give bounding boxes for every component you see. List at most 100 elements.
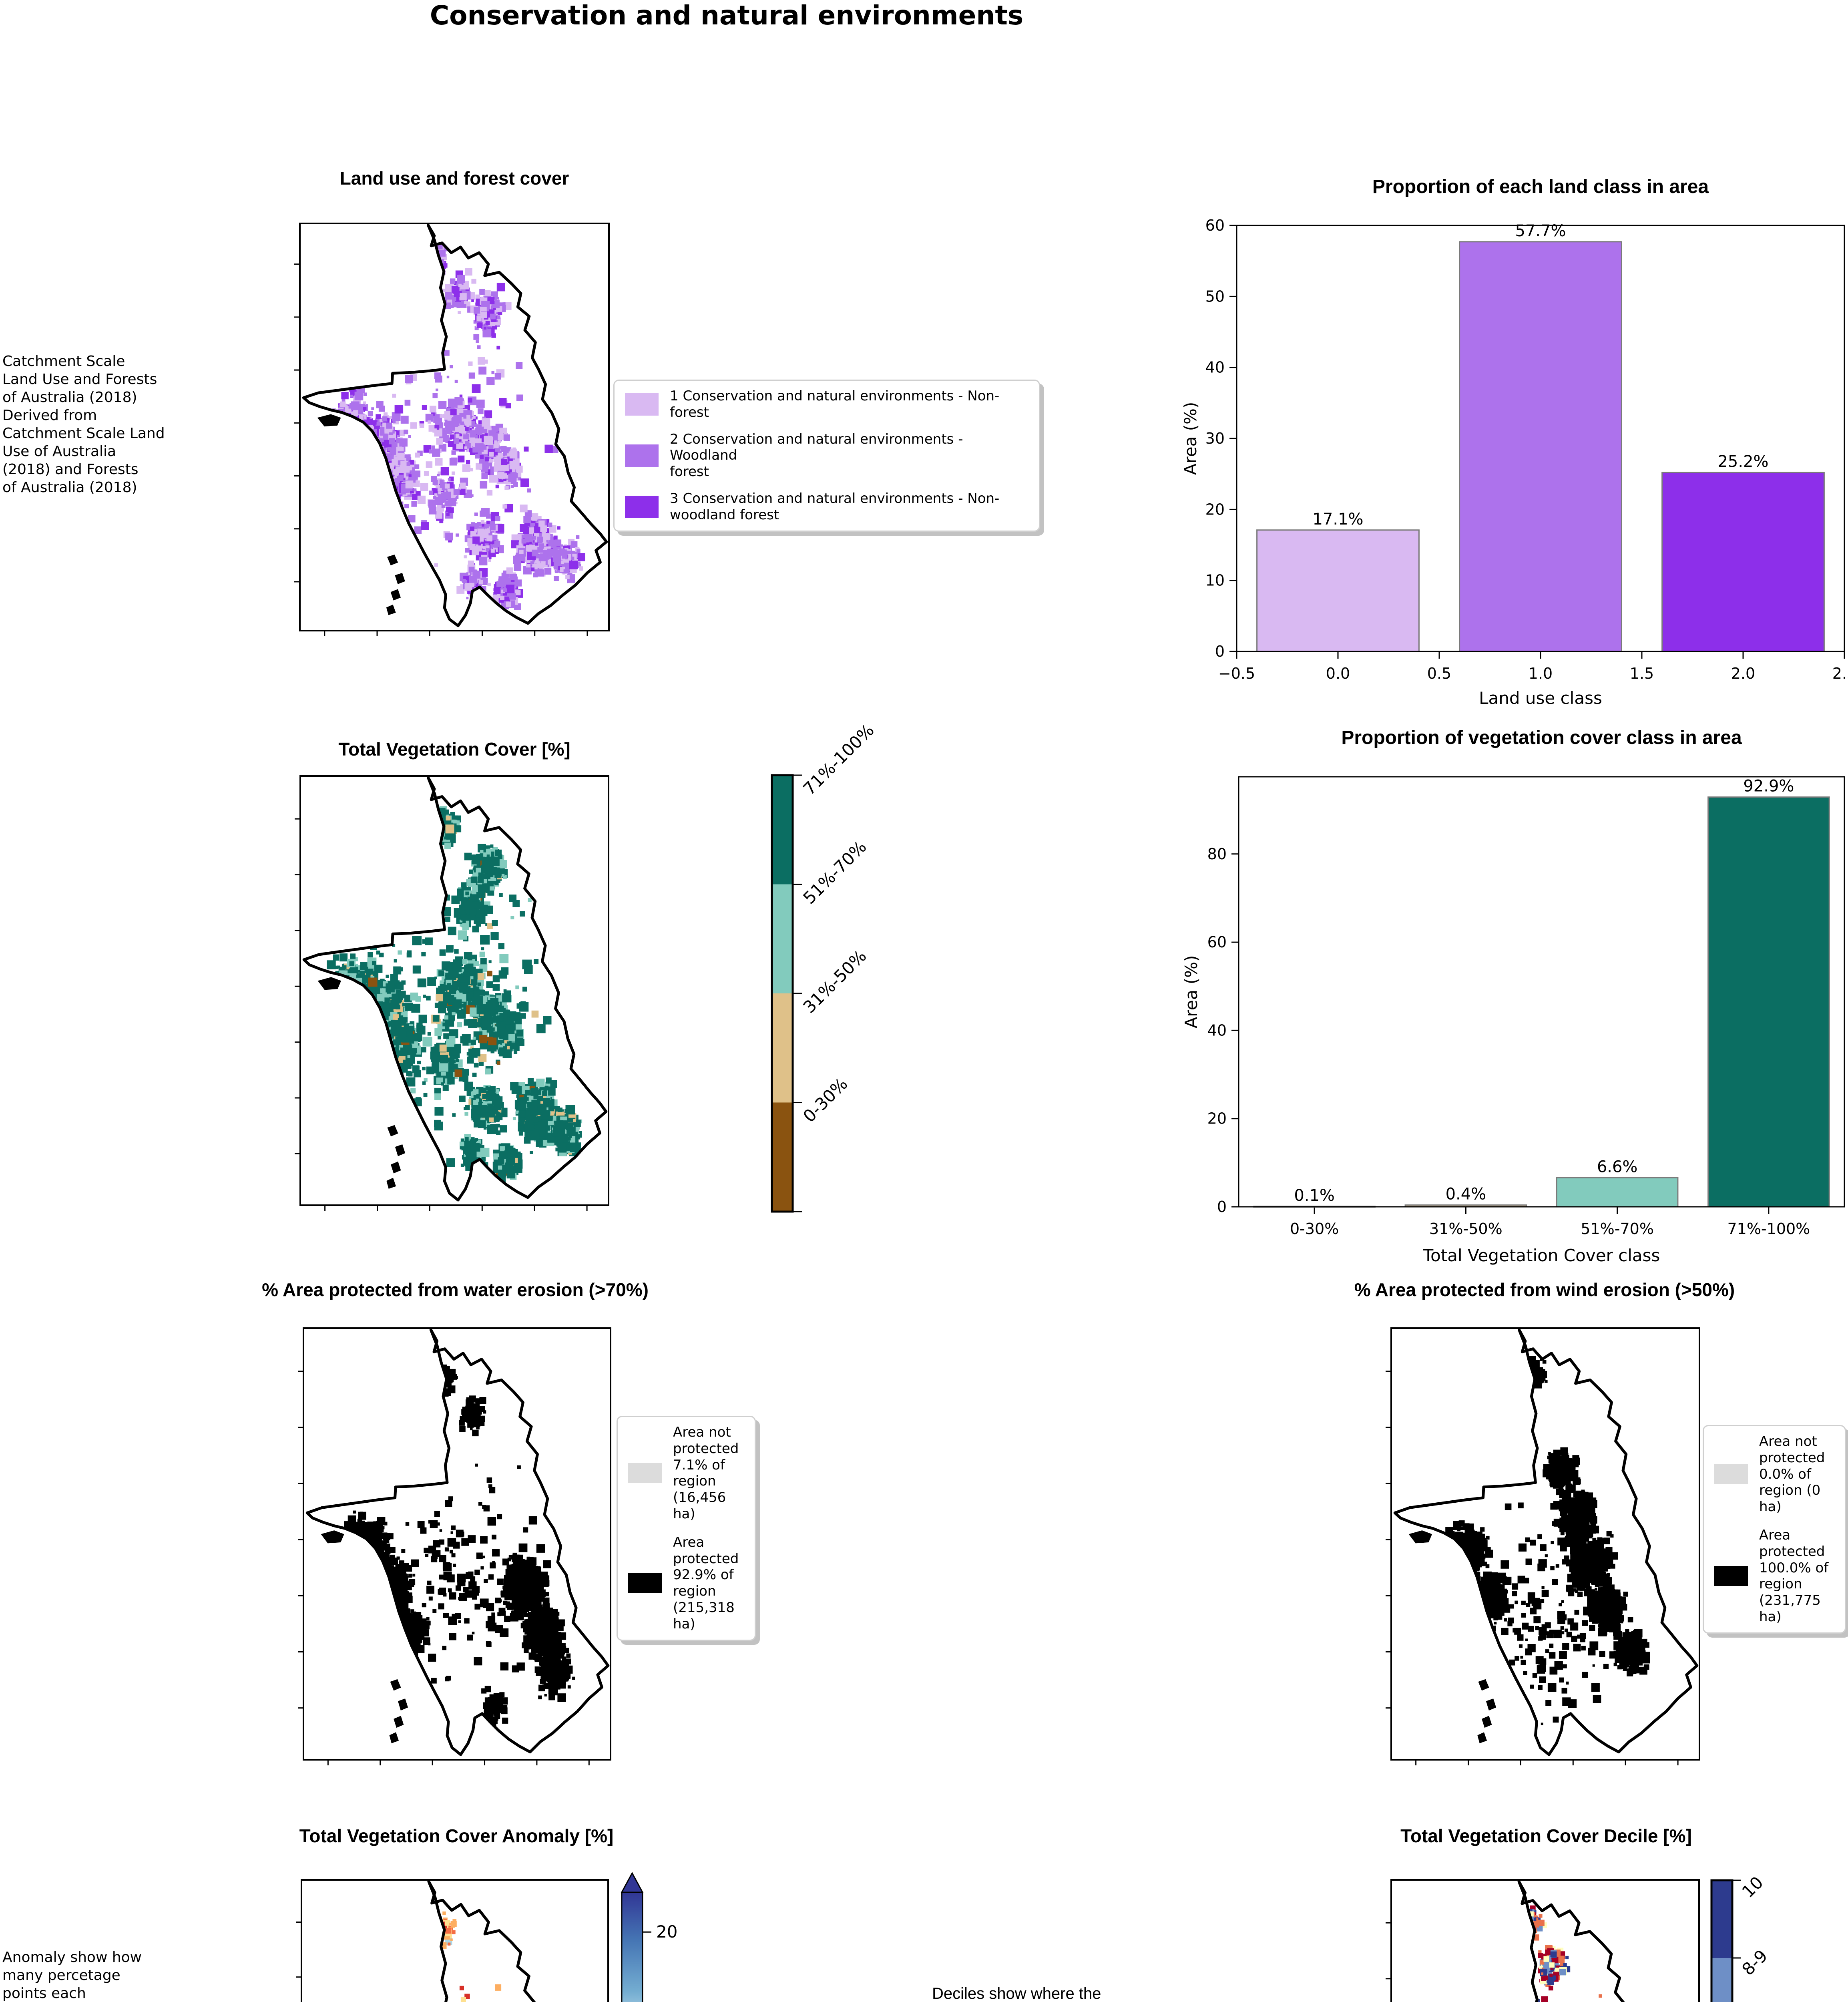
map-veg-decile — [1386, 1879, 1700, 2002]
map-frame — [299, 775, 609, 1206]
region-outline — [1393, 1328, 1699, 1756]
bar — [1256, 529, 1420, 652]
island-outline — [394, 1716, 404, 1728]
legend-swatch — [1714, 1566, 1748, 1586]
map-wind-erosion — [1386, 1327, 1700, 1765]
island-outline — [321, 1530, 344, 1544]
x-tick-label: 0-30% — [1290, 1220, 1339, 1238]
plot-frame — [1236, 225, 1845, 652]
colorbar-segment — [772, 884, 793, 993]
bar-value-label: 0.4% — [1446, 1185, 1486, 1204]
note-anomaly-explanation: Anomaly show how many percetage points e… — [2, 1949, 142, 2002]
colorbar-tick-label: 8-9 — [1738, 1946, 1771, 1979]
map-pixels — [322, 242, 585, 610]
island-outline — [1482, 1716, 1492, 1728]
island-outline — [395, 573, 405, 584]
map-pixels — [390, 1911, 502, 2002]
subtitle-water-erosion: % Area protected from water erosion (>70… — [262, 1279, 649, 1300]
bar-value-label: 17.1% — [1312, 510, 1363, 529]
x-axis-label: Total Vegetation Cover class — [1423, 1246, 1660, 1265]
legend-item: Area protected 92.9% of region (215,318 … — [628, 1534, 744, 1632]
colorbar-segment — [772, 1102, 793, 1212]
x-tick-label: 31%-50% — [1429, 1220, 1503, 1238]
legend-label: 3 Conservation and natural environments … — [670, 490, 1000, 523]
island-outline — [387, 1125, 398, 1137]
island-outline — [1477, 1732, 1487, 1743]
y-tick-label: 50 — [1205, 287, 1225, 305]
y-tick-label: 60 — [1207, 933, 1227, 951]
x-tick-label: 2.0 — [1731, 665, 1755, 682]
plot-frame — [1238, 776, 1845, 1208]
y-tick-label: 20 — [1205, 500, 1225, 518]
island-outline — [386, 604, 396, 615]
legend-item: Area protected 100.0% of region (231,775… — [1714, 1527, 1834, 1625]
map-frame — [303, 1327, 611, 1761]
chart-title: Proportion of vegetation cover class in … — [1341, 727, 1742, 748]
legend-swatch — [625, 393, 659, 416]
colorbar-veg-decile: 108-94-72-31 — [1710, 1873, 1772, 2002]
map-pixels — [1517, 1904, 1602, 2002]
island-outline — [1408, 1530, 1432, 1544]
island-outline — [395, 1144, 406, 1156]
colorbar-veg-cover: 71%-100% 51%-70% 31%-50% 0-30% — [771, 720, 878, 1213]
subtitle-wind-erosion: % Area protected from wind erosion (>50%… — [1354, 1279, 1735, 1300]
subtitle-land-use: Land use and forest cover — [339, 168, 569, 189]
legend-item: Area not protected 0.0% of region (0 ha) — [1714, 1433, 1834, 1515]
region-outline — [305, 1328, 610, 1756]
x-tick-label: 71%-100% — [1727, 1220, 1810, 1238]
y-tick-label: 30 — [1205, 430, 1225, 447]
legend-label: Area not protected 7.1% of region (16,45… — [673, 1424, 739, 1522]
y-axis-label: Area (%) — [1181, 402, 1200, 475]
map-water-erosion — [298, 1327, 611, 1765]
map-veg-cover — [295, 775, 609, 1211]
legend-land-use: 1 Conservation and natural environments … — [613, 380, 1040, 532]
colorbar-tick-label: 51%-70% — [799, 837, 870, 908]
region-outline — [302, 223, 608, 627]
x-tick-label: −0.5 — [1218, 665, 1255, 682]
bar-value-label: 57.7% — [1515, 222, 1566, 240]
legend-swatch — [625, 444, 659, 467]
y-tick-label: 0 — [1217, 1198, 1227, 1216]
y-tick-label: 60 — [1205, 217, 1225, 234]
chart-title: Proportion of each land class in area — [1372, 176, 1709, 197]
x-tick-label: 2.5 — [1832, 665, 1848, 682]
x-tick-label: 51%-70% — [1581, 1220, 1654, 1238]
x-tick-label: 0.0 — [1326, 665, 1350, 682]
legend-label: Area not protected 0.0% of region (0 ha) — [1759, 1433, 1825, 1515]
colorbar-tick-label: 71%-100% — [799, 720, 878, 799]
island-outline — [391, 1161, 401, 1174]
bar — [1556, 1177, 1679, 1208]
legend-swatch — [628, 1573, 662, 1594]
legend-label: Area protected 100.0% of region (231,775… — [1759, 1527, 1829, 1625]
legend-item: 2 Conservation and natural environments … — [625, 431, 1028, 480]
colorbar-tick-label: 0-30% — [799, 1074, 851, 1126]
region-outline — [1517, 1880, 1625, 2002]
legend-label: 1 Conservation and natural environments … — [670, 388, 1000, 420]
subtitle-veg-decile: Total Vegetation Cover Decile [%] — [1400, 1825, 1692, 1846]
colorbar-segment — [772, 993, 793, 1103]
legend-wind-erosion: Area not protected 0.0% of region (0 ha)… — [1703, 1425, 1846, 1634]
bar-value-label: 25.2% — [1717, 452, 1768, 471]
y-tick-label: 20 — [1207, 1110, 1227, 1128]
y-tick-label: 40 — [1207, 1021, 1227, 1039]
chart-veg-cover-proportion: Proportion of vegetation cover class in … — [1181, 727, 1845, 1265]
chart-land-class-proportion: Proportion of each land class in area 0 10… — [1181, 176, 1848, 708]
map-frame — [1390, 1879, 1700, 2002]
x-tick-label: 0.5 — [1427, 665, 1451, 682]
bar-value-label: 0.1% — [1294, 1186, 1335, 1205]
bar-value-label: 92.9% — [1743, 777, 1794, 796]
bar — [1459, 241, 1622, 652]
note-land-use-source: Catchment Scale Land Use and Forests of … — [2, 353, 165, 496]
colorbar-tick-label: 20 — [656, 1922, 677, 1942]
island-outline — [398, 1698, 408, 1711]
colorbar-segment — [1711, 1880, 1732, 1958]
colorbar-veg-anomaly: 20100−10−20 — [621, 1871, 677, 2002]
x-tick-label: 1.0 — [1529, 665, 1553, 682]
y-axis-label: Area (%) — [1181, 955, 1201, 1029]
bar — [1707, 796, 1830, 1208]
legend-swatch — [628, 1463, 662, 1483]
island-outline — [317, 977, 341, 990]
y-tick-label: 80 — [1207, 845, 1227, 863]
legend-swatch — [625, 495, 659, 518]
